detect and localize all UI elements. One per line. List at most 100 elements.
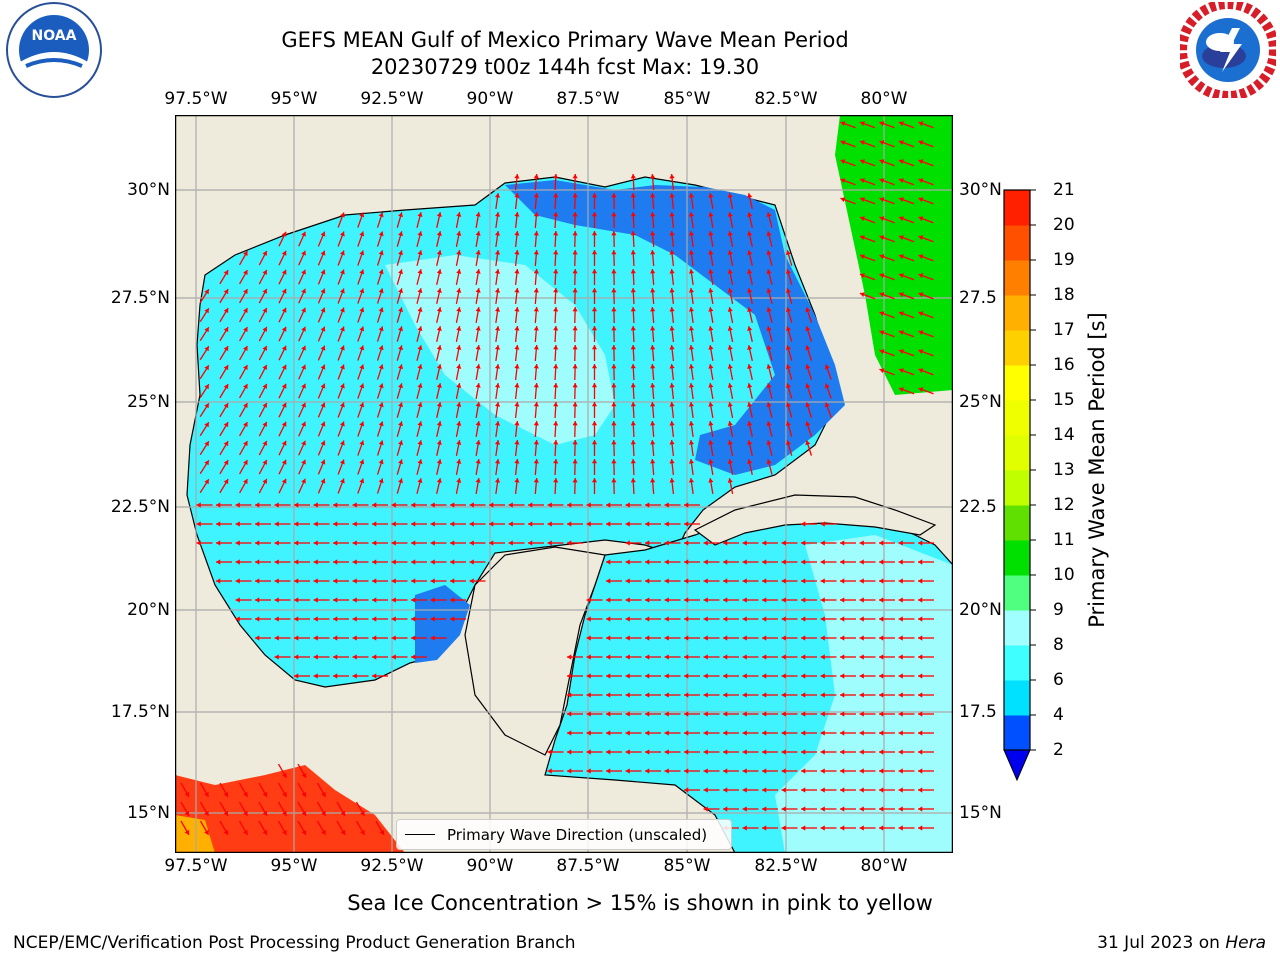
- wave-arrow-head: [262, 810, 268, 816]
- wave-arrow-head: [611, 459, 617, 464]
- wave-arrow-head: [567, 673, 572, 679]
- wave-arrow-head: [820, 616, 825, 622]
- wave-arrow-head: [333, 502, 338, 508]
- wave-arrow-head: [378, 364, 384, 370]
- wave-arrow-head: [359, 288, 365, 294]
- wave-arrow-head: [611, 421, 617, 426]
- wave-arrow-head: [567, 692, 572, 698]
- wave-arrow-head: [879, 292, 885, 298]
- wave-arrow-head: [352, 635, 357, 641]
- wave-arrow-head: [785, 288, 791, 294]
- wave-arrow-head: [591, 250, 598, 255]
- wave-arrow-head: [645, 635, 650, 641]
- wave-arrow-head: [898, 178, 904, 184]
- wave-arrow-head: [630, 212, 636, 217]
- wave-arrow-head: [417, 440, 423, 446]
- wave-arrow-head: [669, 383, 675, 388]
- wave-arrow-head: [898, 635, 903, 641]
- legend-label: Primary Wave Direction (unscaled): [447, 825, 708, 844]
- wave-arrow-head: [553, 478, 559, 483]
- wave-arrow-head: [742, 730, 747, 736]
- wave-arrow-head: [281, 307, 287, 313]
- wave-arrow-head: [378, 212, 384, 218]
- wave-arrow-head: [494, 288, 501, 293]
- wave-arrow-head: [514, 288, 520, 293]
- wave-arrow-head: [684, 673, 689, 679]
- colorbar-tick-label: 19: [1053, 250, 1075, 270]
- wave-arrow-head: [450, 578, 455, 584]
- wave-arrow-head: [514, 383, 520, 388]
- wave-arrow-head: [801, 635, 806, 641]
- colorbar-block: [1004, 365, 1030, 401]
- wave-arrow-head: [514, 478, 520, 483]
- wave-arrow-head: [606, 521, 611, 527]
- wave-arrow-head: [204, 422, 209, 428]
- wave-arrow-head: [475, 231, 481, 236]
- colorbar-tick-label: 13: [1053, 460, 1075, 480]
- wave-arrow-head: [664, 616, 669, 622]
- wave-arrow-head: [281, 478, 287, 484]
- wave-arrow-head: [879, 254, 885, 260]
- wave-arrow-head: [723, 749, 728, 755]
- wave-arrow-head: [611, 440, 617, 445]
- wave-arrow-head: [436, 231, 442, 236]
- wave-arrow-head: [339, 231, 345, 237]
- wave-arrow-head: [294, 578, 299, 584]
- wave-arrow-head: [398, 459, 404, 465]
- wave-arrow-head: [840, 711, 845, 717]
- wave-arrow-head: [360, 810, 365, 816]
- render-date: 31 Jul 2023 on: [1097, 933, 1226, 953]
- wave-arrow-head: [669, 478, 675, 483]
- wave-arrow-head: [456, 212, 462, 217]
- wave-arrow-head: [262, 829, 268, 835]
- wave-arrow-head: [301, 269, 306, 275]
- wave-arrow-head: [762, 787, 767, 793]
- wave-arrow-head: [650, 383, 656, 388]
- wave-arrow-head: [352, 673, 357, 679]
- wave-arrow-head: [650, 250, 656, 255]
- wave-arrow-head: [475, 288, 481, 293]
- wave-arrow-head: [625, 616, 630, 622]
- wave-arrow-head: [262, 440, 268, 446]
- wave-arrow-head: [801, 673, 806, 679]
- wave-arrow-head: [223, 308, 229, 314]
- wave-arrow-head: [475, 364, 481, 369]
- wave-arrow-head: [747, 364, 753, 369]
- wave-arrow-head: [684, 730, 689, 736]
- wave-arrow-head: [781, 578, 786, 584]
- wave-arrow-head: [898, 330, 904, 336]
- wave-arrow-head: [243, 365, 248, 371]
- wave-arrow-head: [333, 597, 338, 603]
- wave-arrow-head: [918, 197, 924, 203]
- wave-arrow-head: [372, 597, 377, 603]
- wave-arrow-head: [840, 692, 845, 698]
- wave-arrow-head: [216, 578, 221, 584]
- wave-arrow-head: [708, 364, 714, 369]
- wave-arrow-head: [820, 825, 825, 831]
- wave-arrow-head: [650, 193, 656, 198]
- wave-arrow-head: [235, 502, 240, 508]
- wave-arrow-head: [879, 597, 884, 603]
- wave-arrow-head: [781, 768, 786, 774]
- wave-arrow-head: [301, 345, 306, 351]
- wave-arrow-head: [475, 383, 481, 388]
- wave-arrow-head: [494, 383, 501, 388]
- wave-arrow-head: [398, 478, 404, 484]
- wave-arrow-head: [766, 459, 772, 465]
- wave-arrow-head: [223, 422, 229, 428]
- wave-arrow-head: [918, 692, 923, 698]
- wave-arrow-head: [766, 421, 772, 427]
- wave-arrow-head: [301, 440, 306, 446]
- wave-arrow-head: [281, 421, 287, 427]
- wave-arrow-head: [723, 559, 728, 565]
- wave-arrow-head: [669, 269, 675, 274]
- noaa-text: NOAA: [32, 28, 77, 44]
- wave-arrow-head: [669, 250, 675, 255]
- wave-arrow-head: [606, 635, 611, 641]
- wave-arrow-head: [611, 193, 617, 198]
- wave-arrow-head: [398, 250, 404, 256]
- wave-arrow-head: [553, 174, 559, 179]
- colorbar-label: Primary Wave Mean Period [s]: [1085, 312, 1109, 628]
- wave-arrow-head: [378, 288, 384, 294]
- wave-arrow-head: [398, 269, 404, 275]
